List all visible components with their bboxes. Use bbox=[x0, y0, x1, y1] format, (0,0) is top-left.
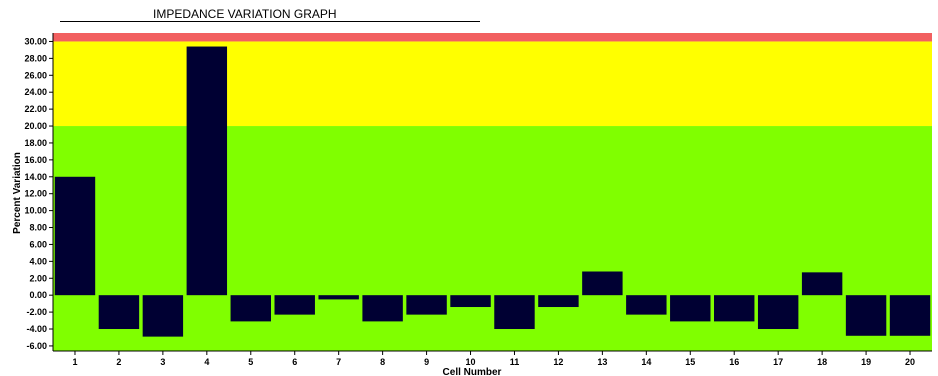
y-tick-label: 12.00 bbox=[24, 189, 47, 199]
x-tick-label: 18 bbox=[817, 357, 827, 367]
x-tick-label: 5 bbox=[248, 357, 253, 367]
x-tick-label: 4 bbox=[204, 357, 209, 367]
x-tick-label: 1 bbox=[72, 357, 77, 367]
y-tick-label: 4.00 bbox=[29, 256, 47, 266]
y-axis-label: Percent Variation bbox=[12, 152, 23, 234]
title-underline bbox=[60, 21, 480, 22]
x-tick-label: 17 bbox=[773, 357, 783, 367]
x-tick-label: 15 bbox=[685, 357, 695, 367]
y-tick-label: 18.00 bbox=[24, 138, 47, 148]
y-tick-label: 26.00 bbox=[24, 70, 47, 80]
x-tick-label: 6 bbox=[292, 357, 297, 367]
bar-cell-7 bbox=[318, 295, 359, 300]
bar-cell-19 bbox=[845, 295, 887, 336]
y-tick-label: 6.00 bbox=[29, 239, 47, 249]
y-tick-label: 14.00 bbox=[24, 172, 47, 182]
y-tick-label: 22.00 bbox=[24, 104, 47, 114]
x-tick-label: 7 bbox=[336, 357, 341, 367]
band-0 bbox=[53, 126, 932, 351]
y-tick-label: 10.00 bbox=[24, 206, 47, 216]
x-tick-label: 10 bbox=[466, 357, 476, 367]
bar-cell-14 bbox=[626, 295, 667, 315]
x-tick-label: 19 bbox=[861, 357, 871, 367]
bar-cell-20 bbox=[889, 295, 931, 336]
bar-cell-13 bbox=[582, 271, 623, 296]
x-tick-label: 2 bbox=[116, 357, 121, 367]
band-2 bbox=[53, 33, 932, 42]
y-tick-label: -4.00 bbox=[26, 324, 47, 334]
band-1 bbox=[53, 41, 932, 127]
bar-cell-5 bbox=[230, 295, 271, 322]
bar-cell-15 bbox=[670, 295, 711, 322]
bar-cell-17 bbox=[757, 295, 799, 330]
x-tick-label: 20 bbox=[905, 357, 915, 367]
bar-cell-18 bbox=[801, 272, 843, 296]
bar-cell-12 bbox=[538, 295, 579, 308]
bar-cell-1 bbox=[54, 176, 96, 296]
y-tick-label: -6.00 bbox=[26, 341, 47, 351]
x-tick-label: 13 bbox=[597, 357, 607, 367]
bar-cell-4 bbox=[186, 46, 228, 296]
y-tick-label: 2.00 bbox=[29, 273, 47, 283]
y-tick-label: 16.00 bbox=[24, 155, 47, 165]
x-tick-label: 11 bbox=[510, 357, 520, 367]
y-tick-label: 24.00 bbox=[24, 87, 47, 97]
y-tick-label: -2.00 bbox=[26, 307, 47, 317]
x-tick-label: 14 bbox=[641, 357, 651, 367]
y-tick-label: 28.00 bbox=[24, 53, 47, 63]
y-tick-label: 30.00 bbox=[24, 36, 47, 46]
bar-cell-2 bbox=[98, 295, 140, 330]
bar-cell-3 bbox=[142, 295, 184, 337]
bar-cell-10 bbox=[450, 295, 491, 308]
y-tick-label: 0.00 bbox=[29, 290, 47, 300]
bar-cell-11 bbox=[494, 295, 535, 330]
y-tick-label: 20.00 bbox=[24, 121, 47, 131]
x-tick-label: 9 bbox=[424, 357, 429, 367]
x-tick-label: 16 bbox=[729, 357, 739, 367]
x-tick-label: 8 bbox=[380, 357, 385, 367]
x-axis-label: Cell Number bbox=[443, 367, 502, 376]
x-tick-label: 3 bbox=[160, 357, 165, 367]
bar-cell-9 bbox=[406, 295, 447, 315]
y-tick-label: 8.00 bbox=[29, 223, 47, 233]
bar-cell-16 bbox=[714, 295, 755, 322]
bar-cell-8 bbox=[362, 295, 403, 322]
chart-title: IMPEDANCE VARIATION GRAPH bbox=[153, 7, 337, 21]
bar-cell-6 bbox=[274, 295, 315, 315]
x-tick-label: 12 bbox=[553, 357, 563, 367]
